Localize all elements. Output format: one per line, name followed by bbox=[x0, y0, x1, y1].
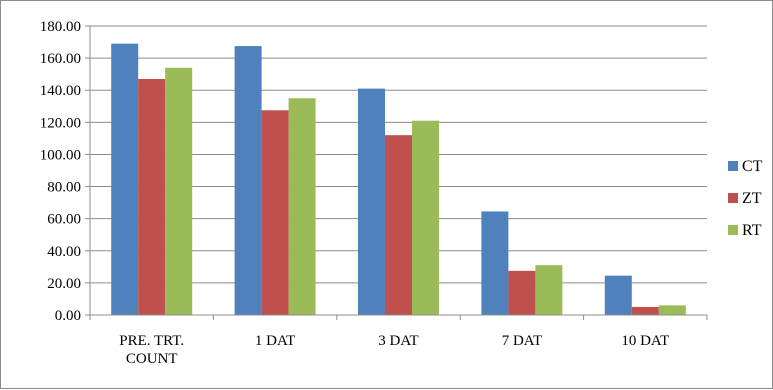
y-tick-label: 100.00 bbox=[40, 147, 81, 163]
bar-zt-4 bbox=[631, 306, 659, 315]
legend-swatch-rt bbox=[728, 225, 738, 235]
bar-zt-1 bbox=[261, 110, 289, 316]
x-category-label: COUNT bbox=[126, 351, 178, 367]
y-tick-label: 20.00 bbox=[47, 276, 81, 292]
legend-swatch-ct bbox=[728, 161, 738, 171]
legend-label-rt: RT bbox=[742, 222, 762, 239]
bar-zt-2 bbox=[385, 135, 412, 315]
axes bbox=[85, 25, 708, 320]
x-category-label: 3 DAT bbox=[378, 333, 418, 349]
x-axis-category-labels: PRE. TRT. COUNT 1 DAT 3 DAT 7 DAT 10 DAT bbox=[119, 333, 669, 367]
y-axis-tick-labels: 0.00 20.00 40.00 60.00 80.00 100.00 120.00 140.… bbox=[40, 19, 81, 324]
y-tick-label: 140.00 bbox=[40, 83, 81, 99]
y-tick-label: 0.00 bbox=[55, 308, 81, 324]
x-category-label: 1 DAT bbox=[255, 333, 295, 349]
legend-label-ct: CT bbox=[742, 158, 763, 175]
legend-swatch-zt bbox=[728, 193, 738, 203]
y-tick-label: 120.00 bbox=[40, 115, 81, 131]
bar-rt-0 bbox=[165, 67, 193, 315]
legend: CT ZT RT bbox=[728, 158, 763, 239]
bar-zt-0 bbox=[138, 78, 166, 315]
bar-rt-4 bbox=[658, 305, 686, 315]
bar-ct-2 bbox=[358, 88, 385, 315]
bar-ct-4 bbox=[604, 275, 632, 315]
y-tick-label: 160.00 bbox=[40, 51, 81, 67]
bar-rt-1 bbox=[288, 98, 316, 315]
y-tick-label: 80.00 bbox=[47, 180, 81, 196]
bar-ct-3 bbox=[481, 211, 509, 315]
legend-label-zt: ZT bbox=[742, 190, 762, 207]
x-category-label: 7 DAT bbox=[502, 333, 542, 349]
bar-ct-1 bbox=[234, 46, 262, 315]
y-tick-label: 180.00 bbox=[40, 19, 81, 35]
x-category-label: 10 DAT bbox=[621, 333, 669, 349]
bar-zt-3 bbox=[508, 270, 536, 315]
bar-rt-3 bbox=[535, 265, 563, 315]
x-category-label: PRE. TRT. bbox=[119, 333, 184, 349]
y-tick-label: 40.00 bbox=[47, 244, 81, 260]
bar-ct-0 bbox=[111, 43, 139, 316]
bars bbox=[111, 43, 686, 316]
bar-rt-2 bbox=[412, 120, 439, 315]
y-tick-label: 60.00 bbox=[47, 212, 81, 228]
